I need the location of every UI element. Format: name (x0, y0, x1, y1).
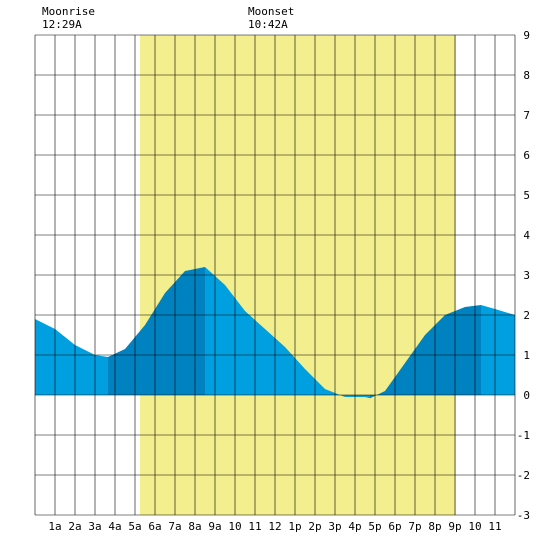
x-tick-label: 10 (228, 520, 241, 533)
y-tick-label: -2 (517, 469, 530, 482)
x-tick-label: 4p (348, 520, 361, 533)
rising-tide-segment (370, 305, 481, 399)
x-tick-label: 11 (488, 520, 501, 533)
moonrise-time: 12:29A (42, 18, 82, 31)
moonset-time: 10:42A (248, 18, 288, 31)
rising-tide-segment (108, 267, 205, 395)
y-tick-label: -1 (517, 429, 530, 442)
x-tick-label: 7p (408, 520, 421, 533)
y-tick-label: 5 (523, 189, 530, 202)
grid (34, 34, 516, 516)
moonset-label: Moonset (248, 5, 295, 18)
y-tick-label: 0 (523, 389, 530, 402)
x-tick-label: 6p (388, 520, 401, 533)
y-tick-label: 2 (523, 309, 530, 322)
y-tick-label: 9 (523, 29, 530, 42)
y-tick-label: 7 (523, 109, 530, 122)
x-tick-label: 3p (328, 520, 341, 533)
y-tick-label: 3 (523, 269, 530, 282)
moonrise-label: Moonrise (42, 5, 95, 18)
x-tick-label: 11 (248, 520, 261, 533)
x-tick-label: 3a (88, 520, 101, 533)
x-tick-label: 7a (168, 520, 181, 533)
x-tick-label: 1p (288, 520, 301, 533)
x-tick-label: 1a (48, 520, 61, 533)
x-tick-label: 2a (68, 520, 81, 533)
x-tick-label: 4a (108, 520, 121, 533)
falling-tide-segment (205, 267, 370, 399)
y-tick-label: -3 (517, 509, 530, 522)
x-axis-ticks: 1a 2a 3a 4a 5a 6a 7a 8a 9a 10 11 12 1p 2p 3p 4p 5p 6p 7p 8p… (48, 520, 501, 533)
y-tick-label: 6 (523, 149, 530, 162)
x-tick-label: 5a (128, 520, 141, 533)
x-tick-label: 12 (268, 520, 281, 533)
y-axis-ticks: -3 -2 -1 0 1 2 3 4 5 6 7 8 9 (517, 29, 531, 522)
y-tick-label: 4 (523, 229, 530, 242)
x-tick-label: 2p (308, 520, 321, 533)
falling-tide-segment (481, 305, 515, 395)
x-tick-label: 6a (148, 520, 161, 533)
x-tick-label: 8a (188, 520, 201, 533)
tide-area (35, 267, 515, 399)
x-tick-label: 8p (428, 520, 441, 533)
x-tick-label: 5p (368, 520, 381, 533)
x-tick-label: 9p (448, 520, 461, 533)
x-tick-label: 10 (468, 520, 481, 533)
y-tick-label: 1 (523, 349, 530, 362)
x-tick-label: 9a (208, 520, 221, 533)
y-tick-label: 8 (523, 69, 530, 82)
falling-tide-segment (35, 319, 108, 395)
